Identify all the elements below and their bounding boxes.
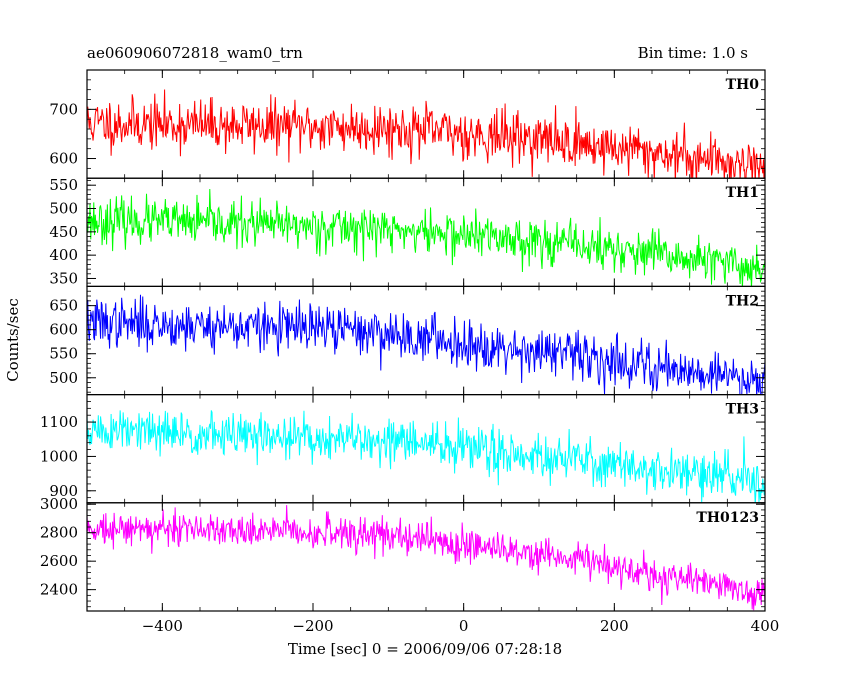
panel-th0123: 2400 2600 2800 3000 TH0123 <box>40 495 766 612</box>
y-tick-label: 600 <box>49 321 78 339</box>
panels-group: 600 700 TH0 350 400 450 500 550 TH1 500 550 600 650 T… <box>40 69 766 612</box>
panel-label-th3: TH3 <box>726 402 759 418</box>
x-axis-title: Time [sec] 0 = 2006/09/06 07:28:18 <box>288 640 562 658</box>
y-tick-label: 2400 <box>40 581 78 599</box>
series-line-th0123 <box>87 505 765 611</box>
panel-th3: 900 1000 1100 TH3 <box>40 394 766 504</box>
series-line-th0 <box>87 89 765 179</box>
x-tick-label: 400 <box>751 617 780 635</box>
y-tick-label: 550 <box>49 176 78 194</box>
y-tick-label: 1100 <box>40 413 78 431</box>
series-line-th3 <box>87 410 765 503</box>
y-tick-label: 500 <box>49 200 78 218</box>
y-tick-label: 600 <box>49 150 78 168</box>
y-tick-label: 350 <box>49 269 78 287</box>
y-tick-label: 550 <box>49 345 78 363</box>
y-tick-label: 2600 <box>40 552 78 570</box>
y-tick-label: 3000 <box>40 495 78 513</box>
series-line-th1 <box>87 188 765 287</box>
y-tick-label: 900 <box>49 482 78 500</box>
y-tick-label: 1000 <box>40 447 78 465</box>
y-tick-label: 700 <box>49 100 78 118</box>
y-tick-label: 400 <box>49 246 78 264</box>
x-axis: −400 −200 0 200 400 <box>142 617 780 635</box>
bin-time-label: Bin time: 1.0 s <box>638 44 748 62</box>
y-tick-label: 500 <box>49 369 78 387</box>
x-tick-label: 0 <box>459 617 469 635</box>
observation-title: ae060906072818_wam0_trn <box>87 44 303 62</box>
panel-th1: 350 400 450 500 550 TH1 <box>49 176 766 287</box>
panel-frame <box>86 502 766 612</box>
panel-th2: 500 550 600 650 TH2 <box>49 285 766 396</box>
y-tick-label: 650 <box>49 297 78 315</box>
y-axis-title: Counts/sec <box>4 298 22 382</box>
x-tick-label: 200 <box>600 617 629 635</box>
series-line-th2 <box>87 294 765 395</box>
panel-label-th0123: TH0123 <box>696 510 759 526</box>
panel-frame <box>86 394 766 504</box>
y-tick-label: 2800 <box>40 524 78 542</box>
panel-label-th0: TH0 <box>726 77 760 93</box>
panel-label-th1: TH1 <box>726 185 759 201</box>
x-tick-label: −200 <box>292 617 333 635</box>
x-tick-label: −400 <box>142 617 183 635</box>
panel-label-th2: TH2 <box>726 293 759 309</box>
y-tick-label: 450 <box>49 223 78 241</box>
